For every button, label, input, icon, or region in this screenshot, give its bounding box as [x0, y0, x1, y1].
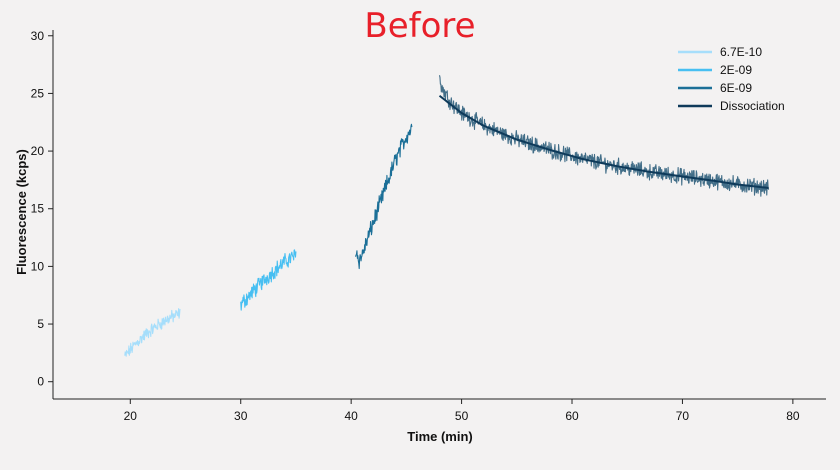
series-2-line: [355, 123, 413, 270]
legend-label-3: Dissociation: [720, 99, 785, 113]
x-ticks: 20 30 40 50 60 70 80: [124, 399, 800, 423]
chart-title: Before: [364, 6, 475, 46]
plot-area: [124, 75, 770, 357]
x-tick-label: 40: [344, 409, 358, 423]
y-tick-label: 30: [31, 29, 45, 43]
x-tick-label: 50: [455, 409, 469, 423]
y-tick-label: 20: [31, 144, 45, 158]
legend-label-2: 6E-09: [720, 81, 752, 95]
y-axis-title: Fluorescence (kcps): [14, 149, 29, 275]
legend: 6.7E-10 2E-09 6E-09 Dissociation: [678, 45, 785, 113]
y-tick-label: 15: [31, 202, 45, 216]
legend-label-1: 2E-09: [720, 63, 752, 77]
x-tick-label: 20: [124, 409, 138, 423]
x-tick-label: 80: [786, 409, 800, 423]
y-ticks: 0 5 10 15 20 25 30: [31, 29, 53, 389]
y-tick-label: 25: [31, 86, 45, 100]
series-0-line: [124, 308, 181, 357]
x-tick-label: 60: [565, 409, 579, 423]
legend-label-0: 6.7E-10: [720, 45, 762, 59]
y-tick-label: 10: [31, 259, 45, 273]
series-1-line: [240, 249, 297, 311]
x-axis-title: Time (min): [407, 429, 473, 444]
x-tick-label: 70: [676, 409, 690, 423]
y-tick-label: 5: [37, 317, 44, 331]
x-tick-label: 30: [234, 409, 248, 423]
series-3-fit-line: [438, 94, 769, 189]
y-tick-label: 0: [37, 375, 44, 389]
